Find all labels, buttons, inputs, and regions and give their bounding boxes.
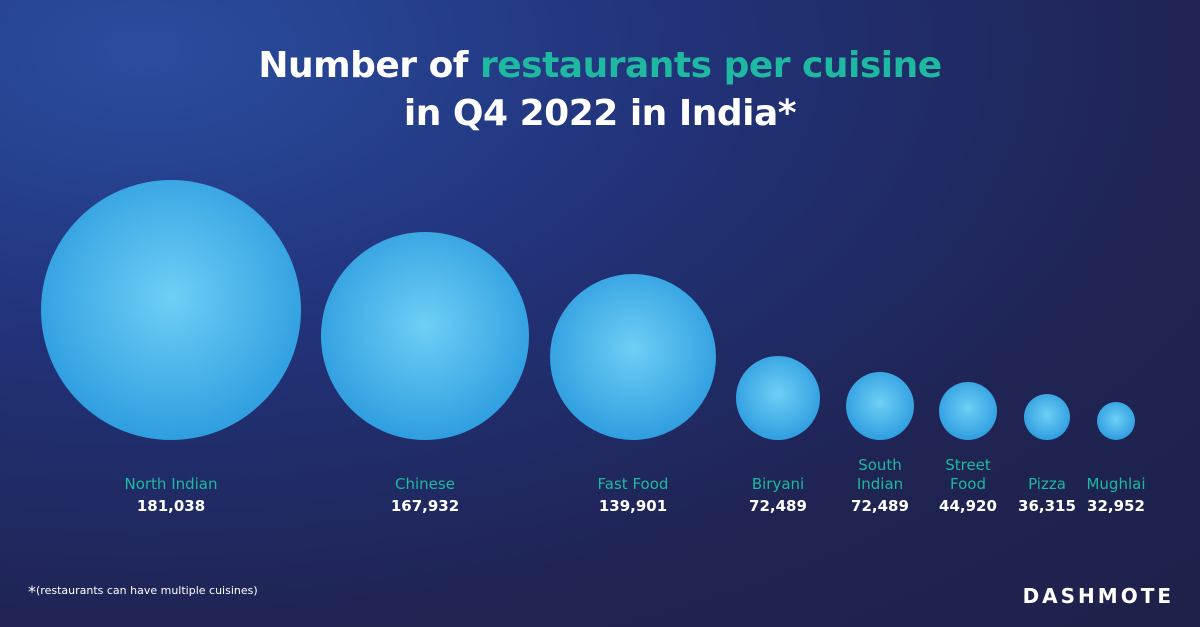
value-label: 72,489 (749, 497, 807, 515)
category-label: Indian (857, 475, 903, 493)
value-label: 72,489 (851, 497, 909, 515)
title-part1: Number of (258, 45, 480, 86)
value-label: 181,038 (137, 497, 205, 515)
category-label: Street (945, 456, 991, 474)
footnote-text: (restaurants can have multiple cuisines) (36, 584, 258, 597)
bubbles-group (41, 180, 1135, 440)
bubble-0 (41, 180, 301, 440)
chart-title: Number of restaurants per cuisine in Q4 … (0, 42, 1200, 138)
title-line-1: Number of restaurants per cuisine (0, 42, 1200, 90)
category-label: Chinese (395, 475, 455, 493)
category-label: North Indian (124, 475, 217, 493)
bubble-4 (846, 372, 914, 440)
bubble-5 (939, 382, 997, 440)
labels-group: North Indian 181,038 Chinese 167,932 Fast Fo… (124, 456, 1145, 515)
footnote: *(restaurants can have multiple cuisines… (28, 582, 258, 601)
footnote-star: * (28, 582, 36, 601)
bubble-7 (1097, 402, 1135, 440)
category-label: South (858, 456, 902, 474)
bubble-1 (321, 232, 529, 440)
value-label: 44,920 (939, 497, 997, 515)
category-label: Pizza (1028, 475, 1066, 493)
category-label: Mughlai (1086, 475, 1145, 493)
dashmote-logo: DASHMOTE (1022, 584, 1174, 608)
category-label: Fast Food (598, 475, 669, 493)
bubble-3 (736, 356, 820, 440)
title-highlight: restaurants per cuisine (480, 45, 942, 86)
category-label: Food (950, 475, 986, 493)
value-label: 139,901 (599, 497, 667, 515)
value-label: 167,932 (391, 497, 459, 515)
value-label: 36,315 (1018, 497, 1076, 515)
bubble-2 (550, 274, 716, 440)
value-label: 32,952 (1087, 497, 1145, 515)
title-line-2: in Q4 2022 in India* (403, 93, 797, 134)
category-label: Biryani (752, 475, 804, 493)
bubble-6 (1024, 394, 1070, 440)
